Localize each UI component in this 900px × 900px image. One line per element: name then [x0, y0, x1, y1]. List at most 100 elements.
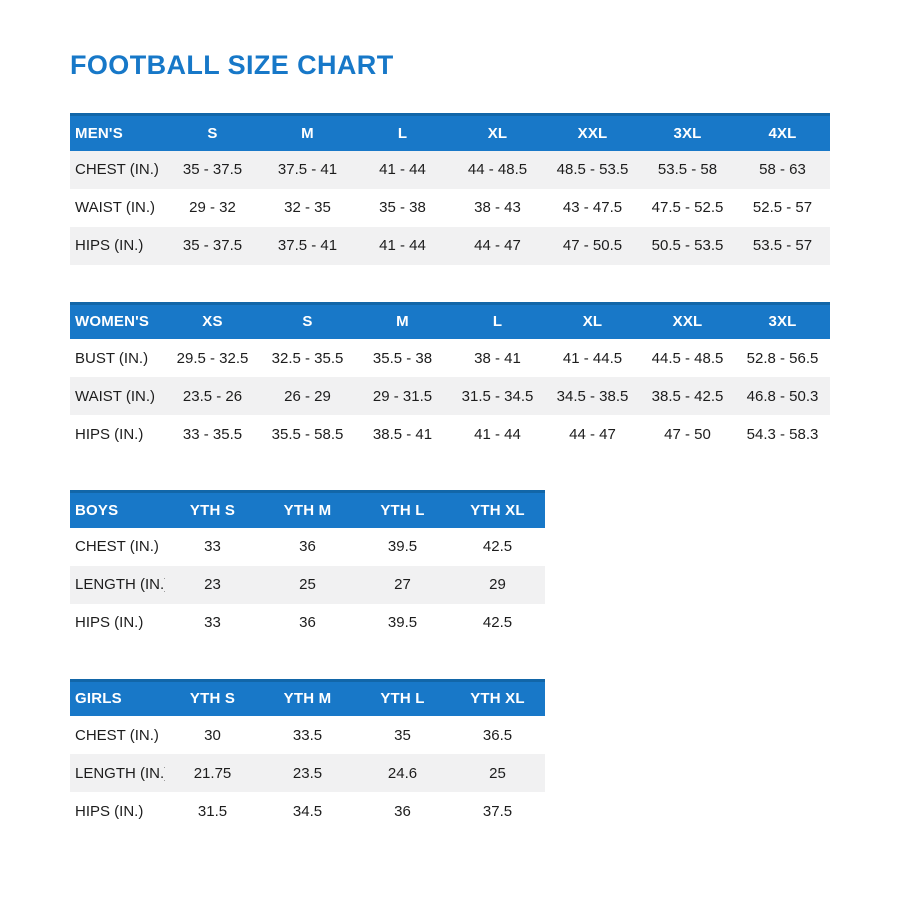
value-cell: 41 - 44 — [379, 161, 426, 178]
value-cell: 26 - 29 — [284, 387, 331, 405]
value-cell: 44 - 47 — [569, 425, 616, 443]
value-cell: 24.6 — [387, 764, 418, 782]
value-cell: 50.5 - 53.5 — [651, 237, 724, 254]
value-cell: 32 - 35 — [284, 199, 331, 216]
size-column-header: XL — [582, 313, 603, 331]
womens-table-head: WOMEN'S XS S M L XL XXL 3XL — [70, 303, 830, 339]
value-cell: 52.8 - 56.5 — [746, 349, 819, 367]
size-column-header: XXL — [577, 124, 608, 142]
value-cell: 37.5 — [482, 802, 513, 820]
girls-header-row: GIRLS YTH S YTH M YTH L YTH XL — [70, 680, 545, 716]
value-cell: 41 - 44.5 — [562, 349, 623, 367]
value-cell: 41 - 44 — [379, 237, 426, 254]
row-label: CHEST (IN.) — [75, 538, 159, 555]
boys-table-title: BOYS — [75, 501, 119, 519]
value-cell: 52.5 - 57 — [752, 199, 813, 216]
value-cell: 48.5 - 53.5 — [556, 161, 629, 178]
boys-header-row: BOYS YTH S YTH M YTH L YTH XL — [70, 491, 545, 528]
size-column-header: M — [396, 313, 409, 331]
value-cell: 34.5 - 38.5 — [556, 387, 629, 405]
row-label: HIPS (IN.) — [75, 237, 144, 254]
value-cell: 36.5 — [482, 726, 513, 744]
womens-size-table: WOMEN'S XS S M L XL XXL 3XL BUST (IN.) 29.5 - 32.… — [70, 302, 830, 453]
value-cell: 25 — [299, 576, 316, 593]
value-cell: 42.5 — [482, 614, 513, 631]
value-cell: 47 - 50.5 — [562, 237, 623, 254]
size-column-header: YTH S — [189, 501, 236, 519]
value-cell: 35 - 38 — [379, 199, 426, 216]
row-label: HIPS (IN.) — [75, 614, 144, 631]
size-column-header: 3XL — [673, 124, 702, 142]
value-cell: 36 — [299, 538, 316, 555]
value-cell: 39.5 — [387, 614, 418, 631]
value-cell: 33 - 35.5 — [182, 425, 243, 443]
size-column-header: S — [302, 313, 313, 331]
value-cell: 30 — [204, 726, 221, 744]
row-label: HIPS (IN.) — [75, 802, 144, 820]
row-label: BUST (IN.) — [75, 349, 149, 367]
value-cell: 23.5 - 26 — [182, 387, 243, 405]
table-row: BUST (IN.) 29.5 - 32.5 32.5 - 35.5 35.5 - 3… — [70, 339, 830, 377]
value-cell: 34.5 — [292, 802, 323, 820]
womens-table-body: BUST (IN.) 29.5 - 32.5 32.5 - 35.5 35.5 - 3… — [70, 339, 830, 453]
value-cell: 27 — [394, 576, 411, 593]
value-cell: 38.5 - 41 — [372, 425, 433, 443]
girls-table-title: GIRLS — [75, 690, 122, 708]
value-cell: 33 — [204, 538, 221, 555]
mens-header-row: MEN'S S M L XL XXL 3XL 4XL — [70, 114, 830, 151]
value-cell: 43 - 47.5 — [562, 199, 623, 216]
value-cell: 35 - 37.5 — [182, 161, 243, 178]
value-cell: 38.5 - 42.5 — [651, 387, 724, 405]
size-chart-page: FOOTBALL SIZE CHART MEN'S S M L XL XXL 3XL 4XL C… — [70, 50, 830, 830]
value-cell: 53.5 - 57 — [752, 237, 813, 254]
womens-header-row: WOMEN'S XS S M L XL XXL 3XL — [70, 303, 830, 339]
value-cell: 23 — [204, 576, 221, 593]
size-column-header: 4XL — [768, 124, 797, 142]
value-cell: 38 - 43 — [474, 199, 521, 216]
value-cell: 38 - 41 — [474, 349, 521, 367]
value-cell: 35 - 37.5 — [182, 237, 243, 254]
table-row: CHEST (IN.) 35 - 37.5 37.5 - 41 41 - 44 44 -… — [70, 150, 830, 189]
table-row: HIPS (IN.) 31.5 34.5 36 37.5 — [70, 792, 545, 830]
row-label: WAIST (IN.) — [75, 199, 155, 216]
size-column-header: 3XL — [768, 313, 797, 331]
size-column-header: YTH XL — [470, 690, 525, 708]
womens-table-title: WOMEN'S — [75, 313, 150, 331]
size-column-header: S — [207, 124, 218, 142]
size-column-header: YTH S — [189, 690, 236, 708]
page-title: FOOTBALL SIZE CHART — [70, 50, 394, 80]
value-cell: 35.5 - 58.5 — [271, 425, 344, 443]
size-column-header: YTH XL — [470, 501, 525, 519]
value-cell: 58 - 63 — [759, 161, 806, 178]
value-cell: 32.5 - 35.5 — [271, 349, 344, 367]
table-row: HIPS (IN.) 35 - 37.5 37.5 - 41 41 - 44 44 - … — [70, 226, 830, 265]
value-cell: 29 - 32 — [189, 199, 236, 216]
mens-table-title: MEN'S — [75, 124, 123, 142]
size-column-header: XXL — [672, 313, 703, 331]
value-cell: 47.5 - 52.5 — [651, 199, 724, 216]
size-column-header: M — [301, 124, 314, 142]
size-column-header: XS — [202, 313, 223, 331]
table-row: CHEST (IN.) 30 33.5 35 36.5 — [70, 716, 545, 754]
value-cell: 44 - 48.5 — [467, 161, 528, 178]
value-cell: 41 - 44 — [474, 425, 521, 443]
row-label: CHEST (IN.) — [75, 726, 159, 744]
size-column-header: YTH M — [283, 690, 332, 708]
value-cell: 35.5 - 38 — [372, 349, 433, 367]
mens-table-head: MEN'S S M L XL XXL 3XL 4XL — [70, 114, 830, 151]
value-cell: 29 — [489, 576, 506, 593]
size-column-header: L — [397, 124, 408, 142]
value-cell: 36 — [299, 614, 316, 631]
row-label: LENGTH (IN.) — [75, 764, 165, 782]
value-cell: 21.75 — [193, 764, 232, 782]
value-cell: 29 - 31.5 — [372, 387, 433, 405]
row-label: LENGTH (IN.) — [75, 576, 165, 593]
boys-size-table: BOYS YTH S YTH M YTH L YTH XL CHEST (IN.) 33 36… — [70, 490, 545, 642]
table-row: WAIST (IN.) 29 - 32 32 - 35 35 - 38 38 - 43 4… — [70, 188, 830, 227]
value-cell: 37.5 - 41 — [277, 161, 338, 178]
mens-table-body: CHEST (IN.) 35 - 37.5 37.5 - 41 41 - 44 44 -… — [70, 150, 830, 265]
value-cell: 44 - 47 — [474, 237, 521, 254]
value-cell: 33 — [204, 614, 221, 631]
boys-table-body: CHEST (IN.) 33 36 39.5 42.5 LENGTH (IN.) 23 25 2… — [70, 527, 545, 642]
table-row: LENGTH (IN.) 21.75 23.5 24.6 25 — [70, 754, 545, 792]
